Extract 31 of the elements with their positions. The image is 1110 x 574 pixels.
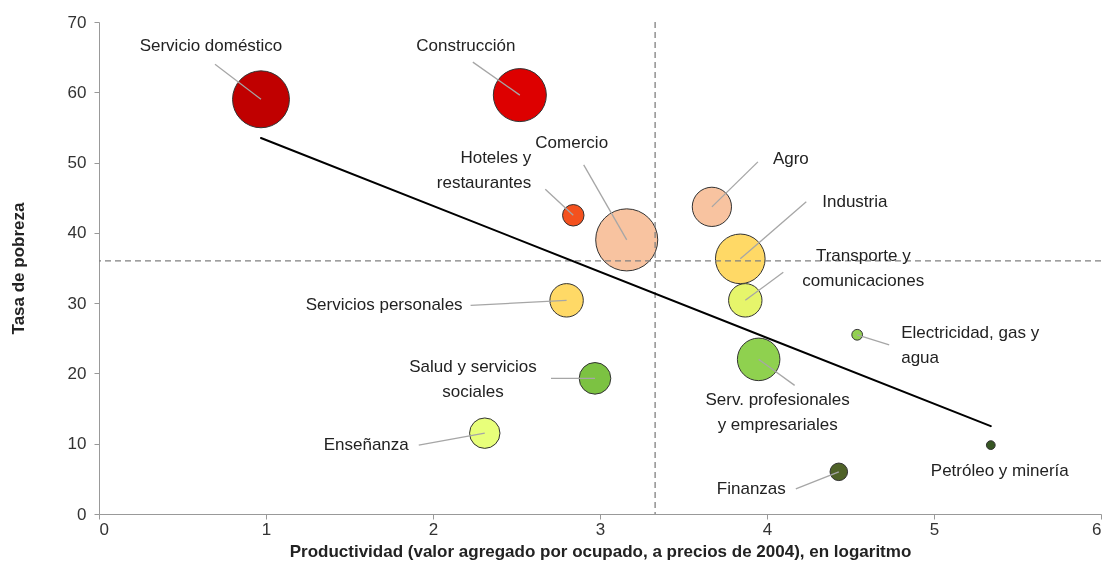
x-axis-title: Productividad (valor agregado por ocupado, a precios de 2004), en logaritmo [289, 541, 912, 561]
series-label: Petróleo y minería [930, 461, 1070, 481]
text: Hoteles y restaurantes [436, 148, 532, 193]
x-tick-label: 1 [261, 519, 272, 539]
y-tick-label: 20 [67, 363, 87, 383]
text: Comercio [535, 132, 609, 152]
x-tick-label: 4 [762, 519, 773, 539]
text: Transporte y comunicaciones [802, 246, 925, 291]
x-tick-label: 2 [428, 519, 439, 539]
text: Agro [772, 148, 809, 168]
x-tick-label: 0 [99, 519, 109, 539]
text: Electricidad, gas y agua [901, 322, 1040, 367]
text: Enseñanza [323, 435, 410, 455]
text: Industria [822, 191, 889, 211]
y-tick-label: 10 [67, 434, 87, 454]
series-label: Servicio doméstico [139, 36, 283, 56]
x-tick-label: 5 [929, 519, 940, 539]
y-tick-label: 40 [67, 223, 87, 243]
text: Serv. profesionales y empresariales [705, 390, 850, 435]
text: Finanzas [716, 478, 786, 498]
y-tick-label: 70 [67, 12, 87, 32]
y-tick-label: 50 [67, 153, 87, 173]
y-tick-label: 30 [67, 293, 87, 313]
x-tick-label: 6 [1092, 519, 1102, 539]
series-label: Construcción [416, 36, 516, 56]
text: Salud y servicios sociales [409, 357, 537, 402]
y-axis-title: Tasa de pobreza [8, 201, 28, 335]
text: Servicios personales [305, 295, 463, 315]
x-tick-label: 3 [595, 519, 606, 539]
y-tick-label: 60 [67, 82, 87, 102]
y-tick-label: 0 [77, 504, 87, 524]
